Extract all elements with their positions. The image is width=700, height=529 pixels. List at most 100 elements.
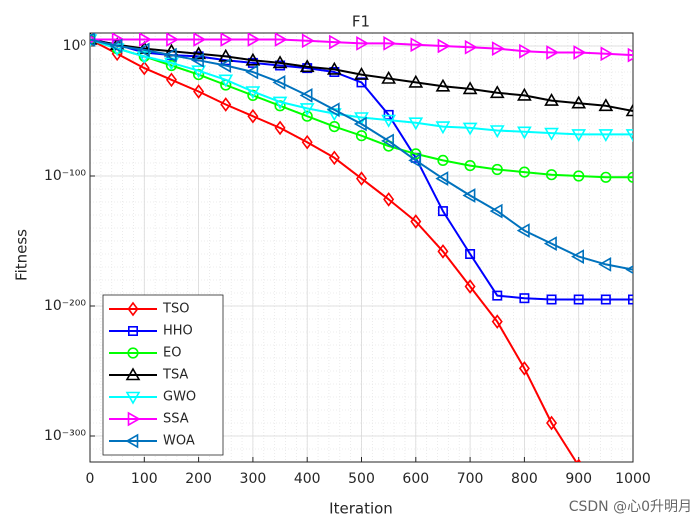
marker	[299, 103, 315, 117]
marker	[544, 92, 559, 106]
marker	[627, 294, 633, 305]
marker	[435, 121, 451, 135]
marker	[127, 411, 141, 427]
marker	[381, 114, 397, 128]
watermark: CSDN @心0升明月	[569, 499, 692, 515]
x-tick-label: 100	[131, 471, 158, 487]
marker	[437, 244, 449, 259]
marker	[381, 70, 397, 84]
marker	[218, 48, 234, 62]
chart-title: F1	[352, 13, 370, 31]
marker	[571, 249, 585, 264]
marker	[191, 65, 206, 79]
legend-label: TSO	[162, 302, 189, 317]
legend-label: GWO	[163, 390, 196, 405]
marker	[517, 126, 532, 140]
x-tick-label: 0	[86, 471, 95, 487]
marker	[127, 347, 139, 359]
legend-label: HHO	[163, 324, 193, 339]
marker	[109, 43, 125, 57]
marker	[356, 77, 367, 88]
marker	[354, 66, 369, 80]
y-tick-label: 10⁻³⁰⁰	[44, 428, 86, 444]
marker	[600, 171, 612, 183]
y-axis-label: Fitness	[13, 229, 31, 281]
series-line	[90, 38, 633, 271]
marker	[299, 88, 313, 103]
plot-content	[90, 33, 633, 462]
marker	[543, 236, 557, 251]
marker	[301, 33, 315, 49]
marker	[435, 78, 451, 92]
marker	[544, 127, 559, 141]
marker	[166, 33, 180, 47]
marker	[190, 52, 204, 68]
marker	[165, 72, 177, 88]
marker	[491, 41, 505, 56]
marker	[518, 166, 531, 178]
marker	[90, 33, 96, 47]
x-axis-label: Iteration	[329, 500, 393, 518]
marker	[274, 33, 288, 47]
marker	[139, 33, 152, 47]
marker	[625, 103, 633, 117]
series-line	[90, 38, 633, 301]
y-tick-label: 10⁻¹⁰⁰	[44, 168, 86, 184]
marker	[301, 134, 313, 150]
x-tick-label: 800	[511, 471, 538, 487]
marker	[272, 96, 288, 110]
marker	[356, 36, 370, 51]
marker	[329, 34, 342, 50]
legend-label: EO	[163, 346, 181, 361]
marker	[462, 188, 476, 203]
marker	[489, 125, 505, 139]
marker	[571, 129, 587, 143]
marker	[245, 64, 259, 80]
marker	[408, 74, 424, 88]
marker	[326, 61, 342, 75]
marker	[220, 97, 232, 112]
marker	[462, 81, 478, 95]
marker	[218, 74, 234, 88]
marker	[381, 133, 394, 149]
marker	[465, 249, 476, 260]
marker	[545, 169, 558, 181]
x-tick-label: 600	[402, 471, 429, 487]
marker	[408, 153, 422, 168]
marker	[627, 171, 633, 183]
marker	[491, 314, 503, 329]
marker	[301, 110, 313, 122]
marker	[598, 257, 612, 272]
marker	[437, 206, 448, 217]
marker	[272, 75, 286, 90]
series-line	[90, 38, 633, 136]
marker	[600, 294, 611, 305]
marker	[191, 46, 206, 60]
marker	[517, 87, 532, 101]
marker	[518, 361, 530, 376]
marker	[128, 325, 139, 336]
marker	[464, 279, 476, 294]
x-tick-label: 400	[294, 471, 321, 487]
marker	[627, 47, 633, 63]
marker	[355, 130, 368, 142]
marker	[383, 192, 395, 207]
marker	[464, 159, 476, 172]
marker	[519, 43, 533, 59]
marker	[573, 45, 587, 60]
marker	[410, 214, 422, 229]
y-tick-label: 10⁻²⁰⁰	[44, 298, 86, 314]
marker	[136, 42, 150, 58]
legend-label: TSA	[162, 368, 188, 383]
marker	[598, 98, 614, 112]
x-tick-label: 300	[240, 471, 267, 487]
marker	[489, 203, 503, 219]
marker	[410, 37, 424, 53]
marker	[220, 33, 234, 47]
marker	[492, 290, 503, 301]
marker	[218, 58, 232, 73]
legend: TSO HHO EO TSA GWO SSA WOA	[102, 294, 224, 456]
marker	[573, 294, 584, 305]
marker	[125, 391, 141, 405]
